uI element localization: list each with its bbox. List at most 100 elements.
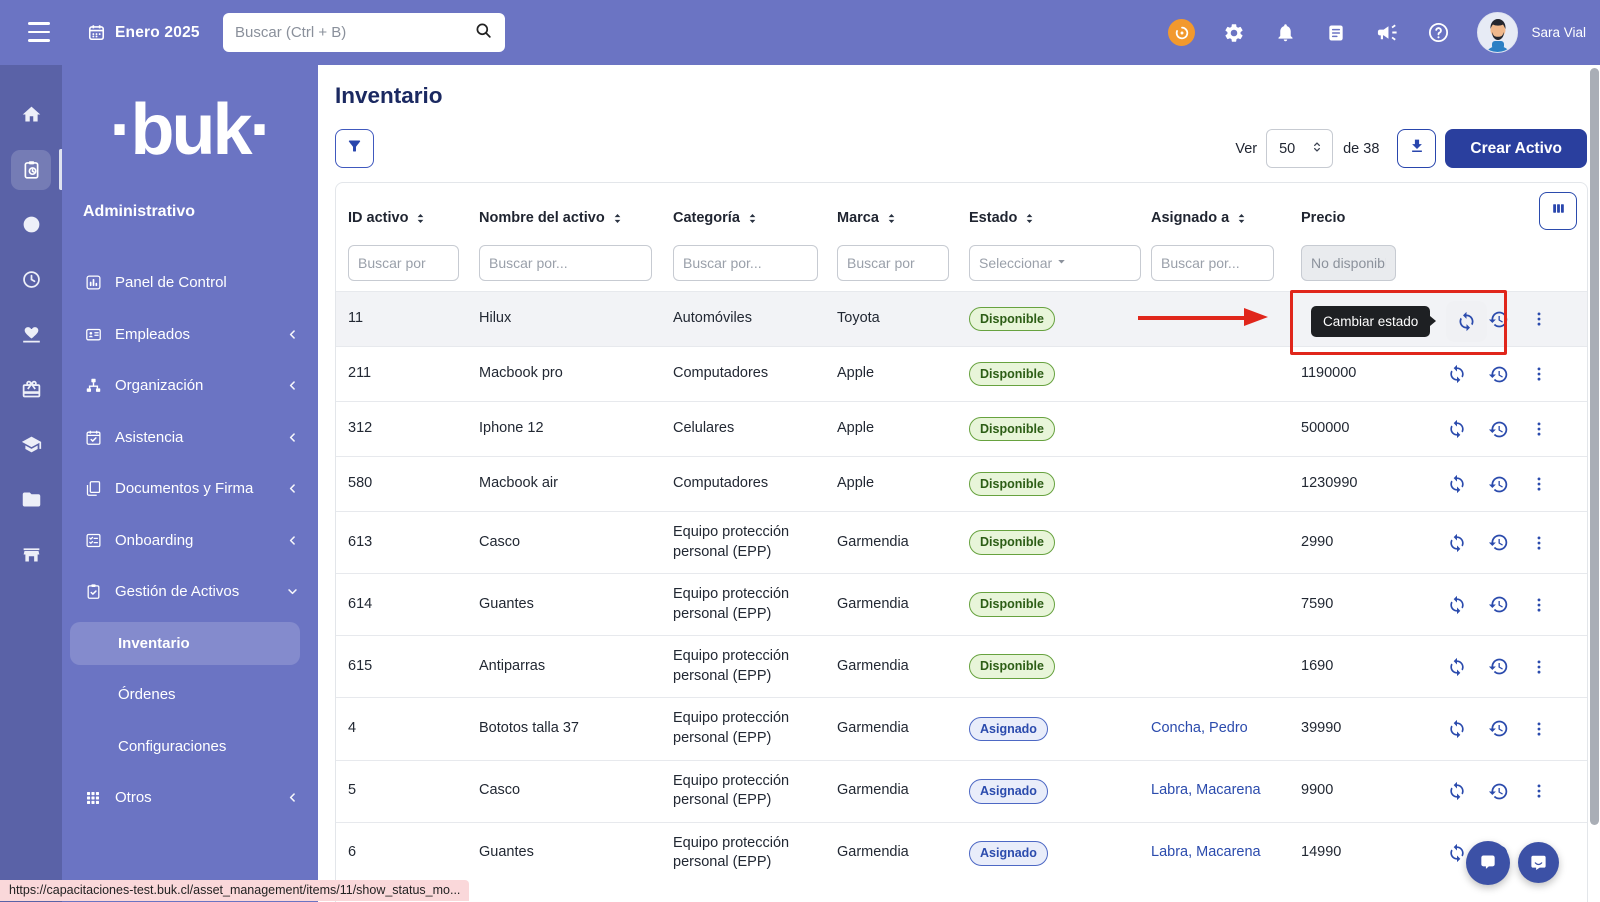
- history-icon[interactable]: [1487, 718, 1509, 740]
- kebab-menu-icon[interactable]: [1528, 308, 1550, 330]
- sidebar-item-documentos-y-firma[interactable]: Documentos y Firma: [62, 463, 318, 515]
- help-icon[interactable]: [1426, 21, 1450, 45]
- kebab-menu-icon[interactable]: [1528, 594, 1550, 616]
- change-status-icon[interactable]: [1446, 718, 1468, 740]
- history-icon[interactable]: [1487, 473, 1509, 495]
- kebab-menu-icon[interactable]: [1528, 532, 1550, 554]
- rail-clock-icon[interactable]: [0, 252, 62, 307]
- column-header-name[interactable]: Nombre del activo: [479, 210, 673, 226]
- change-status-icon[interactable]: [1446, 780, 1468, 802]
- sidebar-subitem-configuraciones[interactable]: Configuraciones: [62, 721, 318, 773]
- change-status-icon[interactable]: [1446, 594, 1468, 616]
- rail-storefront-icon[interactable]: [0, 527, 62, 582]
- change-status-icon[interactable]: [1446, 363, 1468, 385]
- table-row[interactable]: 614 Guantes Equipo protección personal (…: [336, 573, 1587, 635]
- rail-gift-icon[interactable]: [0, 362, 62, 417]
- orange-badge-icon[interactable]: [1168, 19, 1195, 46]
- create-asset-button[interactable]: Crear Activo: [1445, 129, 1587, 168]
- column-header-status[interactable]: Estado: [969, 210, 1151, 226]
- columns-button[interactable]: [1539, 192, 1577, 230]
- history-icon[interactable]: [1487, 780, 1509, 802]
- kebab-menu-icon[interactable]: [1528, 718, 1550, 740]
- change-status-icon[interactable]: [1446, 418, 1468, 440]
- chevron-left-icon: [285, 327, 300, 342]
- history-icon[interactable]: [1487, 363, 1509, 385]
- sidebar-subitem-ordenes[interactable]: Órdenes: [62, 669, 318, 721]
- menu-icon[interactable]: [28, 22, 50, 42]
- rail-payments-icon[interactable]: $: [0, 197, 62, 252]
- gear-icon[interactable]: [1222, 21, 1246, 45]
- history-icon[interactable]: [1487, 594, 1509, 616]
- cell-price: 1230990: [1301, 474, 1421, 494]
- calendar-check-icon: [85, 428, 103, 446]
- table-row[interactable]: 6 Guantes Equipo protección personal (EP…: [336, 822, 1587, 884]
- column-header-price: Precio: [1301, 210, 1421, 226]
- table-row[interactable]: 580 Macbook air Computadores Apple Dispo…: [336, 456, 1587, 511]
- history-icon[interactable]: [1487, 418, 1509, 440]
- cell-brand: Apple: [837, 364, 969, 384]
- search-icon[interactable]: [474, 21, 493, 45]
- assigned-person-link[interactable]: Labra, Macarena: [1151, 782, 1261, 798]
- sidebar-item-otros[interactable]: Otros: [62, 772, 318, 824]
- rail-clipboard-clock-icon[interactable]: [0, 142, 62, 197]
- sidebar-item-onboarding[interactable]: Onboarding: [62, 515, 318, 567]
- cell-brand: Garmendia: [837, 843, 969, 863]
- megaphone-icon[interactable]: [1375, 21, 1399, 45]
- page-size-select[interactable]: 50: [1266, 129, 1333, 168]
- filter-assigned-input[interactable]: [1151, 245, 1274, 281]
- filter-brand-input[interactable]: [837, 245, 949, 281]
- rail-hand-heart-icon[interactable]: [0, 307, 62, 362]
- change-status-icon[interactable]: [1446, 656, 1468, 678]
- column-header-assigned[interactable]: Asignado a: [1151, 210, 1301, 226]
- kebab-menu-icon[interactable]: [1528, 473, 1550, 495]
- kebab-menu-icon[interactable]: [1528, 418, 1550, 440]
- table-row[interactable]: 4 Bototos talla 37 Equipo protección per…: [336, 697, 1587, 759]
- column-header-category[interactable]: Categoría: [673, 210, 837, 226]
- history-icon[interactable]: [1487, 532, 1509, 554]
- chat-bubble-button[interactable]: [1466, 841, 1510, 885]
- period-selector[interactable]: Enero 2025: [87, 0, 200, 65]
- assigned-person-link[interactable]: Labra, Macarena: [1151, 844, 1261, 860]
- filter-id-input[interactable]: [348, 245, 459, 281]
- filter-status-select[interactable]: Seleccionar: [969, 245, 1141, 281]
- column-header-id[interactable]: ID activo: [348, 210, 479, 226]
- change-status-icon[interactable]: [1446, 473, 1468, 495]
- change-status-icon[interactable]: [1446, 842, 1468, 864]
- rail-graduation-cap-icon[interactable]: [0, 417, 62, 472]
- user-name[interactable]: Sara Vial: [1531, 25, 1586, 40]
- sidebar-item-panel-de-control[interactable]: Panel de Control: [62, 257, 318, 309]
- change-status-icon[interactable]: [1446, 532, 1468, 554]
- status-badge: Disponible: [969, 530, 1055, 555]
- avatar[interactable]: [1477, 12, 1518, 53]
- kebab-menu-icon[interactable]: [1528, 656, 1550, 678]
- sidebar-item-organizacion[interactable]: Organización: [62, 360, 318, 412]
- rail-folder-icon[interactable]: [0, 472, 62, 527]
- rail-home-icon[interactable]: [0, 87, 62, 142]
- download-button[interactable]: [1397, 129, 1436, 168]
- unfold-icon: [1310, 140, 1324, 158]
- messenger-button[interactable]: [1518, 842, 1559, 883]
- filter-button[interactable]: [335, 129, 374, 168]
- table-row[interactable]: 312 Iphone 12 Celulares Apple Disponible…: [336, 401, 1587, 456]
- search-input[interactable]: [235, 24, 474, 41]
- notes-icon[interactable]: [1324, 21, 1348, 45]
- kebab-menu-icon[interactable]: [1528, 780, 1550, 802]
- filter-name-input[interactable]: [479, 245, 652, 281]
- history-icon[interactable]: [1487, 656, 1509, 678]
- status-badge: Disponible: [969, 592, 1055, 617]
- kebab-menu-icon[interactable]: [1528, 363, 1550, 385]
- table-row[interactable]: 613 Casco Equipo protección personal (EP…: [336, 511, 1587, 573]
- sidebar-item-asistencia[interactable]: Asistencia: [62, 412, 318, 464]
- vertical-scrollbar[interactable]: [1590, 68, 1599, 825]
- column-header-brand[interactable]: Marca: [837, 210, 969, 226]
- assigned-person-link[interactable]: Concha, Pedro: [1151, 720, 1248, 736]
- sidebar-item-empleados[interactable]: Empleados: [62, 309, 318, 361]
- sidebar-item-gestion-de-activos[interactable]: Gestión de Activos: [62, 566, 318, 618]
- global-search[interactable]: [223, 13, 505, 52]
- table-row[interactable]: 615 Antiparras Equipo protección persona…: [336, 635, 1587, 697]
- sidebar-item-label: Onboarding: [115, 532, 285, 549]
- table-row[interactable]: 5 Casco Equipo protección personal (EPP)…: [336, 760, 1587, 822]
- bell-icon[interactable]: [1273, 21, 1297, 45]
- sidebar-subitem-inventario[interactable]: Inventario: [62, 618, 318, 670]
- filter-category-input[interactable]: [673, 245, 818, 281]
